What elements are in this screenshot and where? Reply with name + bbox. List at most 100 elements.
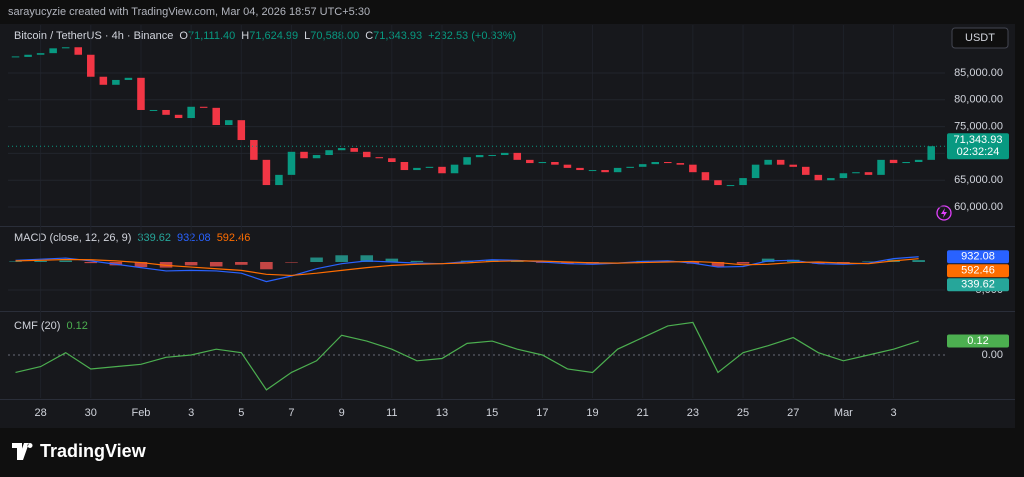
macd-legend-value: 339.62 [137,232,171,244]
histogram-bar [385,258,399,262]
histogram-bar [812,261,825,264]
cmf-legend: CMF (20) 0.12 [14,320,88,332]
cmf-legend-value: 0.12 [66,320,87,332]
histogram-bar [862,261,875,262]
candle [701,172,710,181]
histogram-bar [235,261,248,265]
x-tick-label: 27 [787,407,799,419]
macd-legend-value: 592.46 [217,232,251,244]
histogram-bar [184,261,198,266]
macd-badge [947,264,1009,278]
logo-icon [12,443,33,460]
candle [626,166,634,168]
histogram-bar [84,261,98,264]
candle [538,161,547,164]
x-tick-label: 11 [386,407,397,419]
y-tick-label: 0.00 [982,349,1003,361]
candle [463,157,471,165]
candle [199,106,208,108]
candle [237,120,246,141]
candle [914,159,923,162]
cmf-title: CMF (20) [14,320,60,332]
x-tick-label: 30 [85,407,97,419]
candle [350,148,358,152]
candle [751,164,760,179]
currency[interactable]: USDT [965,32,995,44]
candle [764,159,772,165]
ohlc-key: O [179,30,188,42]
candle [24,54,32,57]
histogram-bar [912,260,925,262]
macd-badge-text: 339.62 [961,279,995,291]
candle [664,161,672,164]
histogram-bar [711,261,725,267]
x-tick-label: 3 [891,407,897,419]
candle [450,164,459,174]
macd-legend: MACD (close, 12, 26, 9) 339.62 932.08 592.4… [14,232,250,244]
macd-badge-text: 932.08 [961,251,995,263]
candle [74,47,83,55]
candle [337,148,346,151]
candle [137,77,145,110]
candle [312,155,321,159]
x-tick-label: 21 [637,407,649,419]
x-tick-label: 19 [586,407,598,419]
candle [613,167,622,173]
candle [475,155,484,158]
macd-badge-text: 592.46 [961,265,995,277]
brand: TradingView [40,441,147,461]
y-tick-label: 65,000.00 [954,174,1003,186]
candle [802,166,810,175]
x-tick-label: 9 [339,407,345,419]
candle [526,159,534,164]
macd-badge [947,250,1009,264]
alert-icon-bolt [941,208,947,218]
macd-badge [947,278,1009,292]
candle [287,151,296,175]
change: +232.53 (+0.33%) [428,30,516,42]
candle [61,47,70,49]
candle [689,164,697,173]
ohlc-value: 70,588.00 [310,30,359,42]
candle [250,140,258,160]
currency-button[interactable] [951,27,1009,49]
y-tick-label: 80,000.00 [954,94,1003,106]
histogram-bar [34,260,47,262]
alert-icon[interactable] [936,205,952,221]
candle [362,151,371,158]
histogram-bar [59,260,72,262]
candle [576,167,584,171]
y-tick-label: 75,000.00 [954,121,1003,133]
candle [413,167,421,171]
candle [11,56,20,58]
price-badge-text: 71,343.93 [954,134,1003,146]
candle [112,79,120,85]
candle [889,159,898,164]
macd-line [15,256,919,283]
x-tick-label: 23 [687,407,699,419]
x-tick-label: Mar [834,407,853,419]
candle [651,161,660,165]
candle [87,54,95,77]
histogram-bar [360,255,374,262]
candle [563,164,572,168]
candle [927,146,935,160]
candle [212,107,220,125]
candle [877,159,885,175]
candle [676,163,685,165]
candle [513,152,522,160]
candle [124,77,133,80]
candle [588,170,597,172]
candle [814,174,823,181]
candle [714,180,722,186]
ohlc-value: 71,111.40 [188,30,235,42]
ohlc-value: 71,343.93 [373,30,422,42]
candle [174,114,183,119]
candle [325,150,333,156]
x-tick-label: 25 [737,407,749,419]
histogram-bar [260,261,273,270]
x-tick-label: 5 [238,407,244,419]
countdown: 02:32:24 [957,146,1000,158]
watermark: sarayucyzie created with TradingView.com… [8,6,370,18]
